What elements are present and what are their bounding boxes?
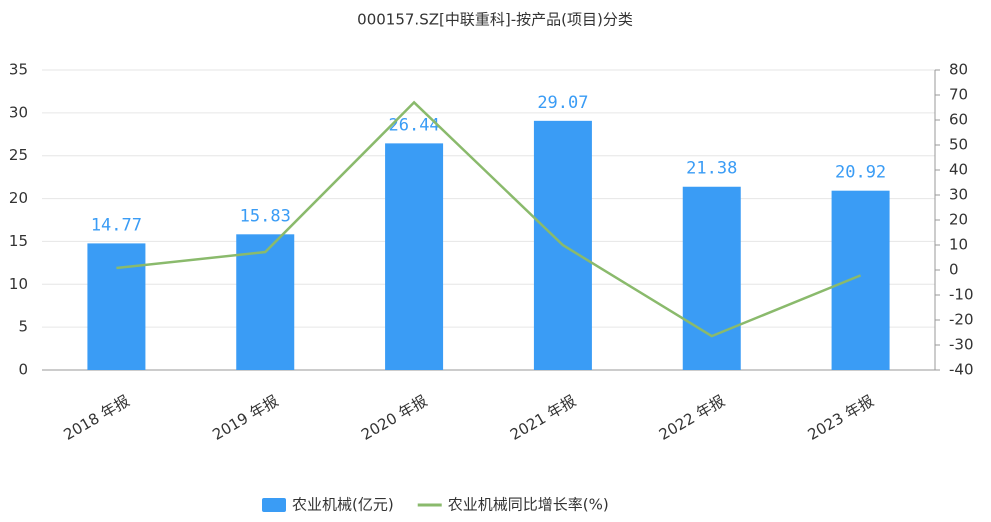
x-tick-label: 2020 年报 (358, 392, 430, 444)
x-tick-label: 2023 年报 (805, 392, 877, 444)
legend-label: 农业机械同比增长率(%) (448, 496, 609, 514)
data-label: 21.38 (686, 159, 737, 179)
legend-label: 农业机械(亿元) (292, 496, 394, 514)
y-tick-label: 5 (18, 318, 28, 336)
chart-title: 000157.SZ[中联重科]-按产品(项目)分类 (357, 11, 633, 29)
x-tick-label: 2018 年报 (60, 392, 132, 444)
data-label: 29.07 (537, 93, 588, 113)
y2-tick-label: 40 (949, 161, 968, 179)
y2-tick-label: 70 (949, 86, 968, 104)
y2-tick-label: -20 (949, 311, 974, 329)
y2-tick-label: 50 (949, 136, 968, 154)
y-tick-label: 30 (9, 103, 28, 121)
y-tick-label: 25 (9, 146, 28, 164)
bar (831, 190, 890, 370)
x-tick-label: 2021 年报 (507, 392, 579, 444)
y-tick-label: 0 (18, 361, 28, 379)
line (116, 100, 862, 338)
y-tick-label: 15 (9, 232, 28, 250)
y2-tick-label: 60 (949, 111, 968, 129)
y2-tick-label: -40 (949, 361, 974, 379)
y-tick-label: 10 (9, 275, 28, 293)
bar (87, 243, 146, 370)
y2-tick-label: 80 (949, 61, 968, 79)
y2-tick-label: -10 (949, 286, 974, 304)
bar (385, 143, 444, 370)
data-label: 20.92 (835, 163, 886, 183)
data-label: 14.77 (91, 215, 142, 235)
bar (682, 186, 741, 370)
y2-tick-label: 0 (949, 261, 959, 279)
y2-tick-label: -30 (949, 336, 974, 354)
y2-tick-label: 30 (949, 186, 968, 204)
legend-swatch (262, 498, 286, 512)
y-tick-label: 20 (9, 189, 28, 207)
y2-tick-label: 10 (949, 236, 968, 254)
data-label: 15.83 (240, 206, 291, 226)
x-tick-label: 2019 年报 (209, 392, 281, 444)
data-label: 26.44 (388, 115, 439, 135)
x-tick-label: 2022 年报 (656, 392, 728, 444)
y-tick-label: 35 (9, 61, 28, 79)
bar (236, 234, 295, 370)
y2-tick-label: 20 (949, 211, 968, 229)
